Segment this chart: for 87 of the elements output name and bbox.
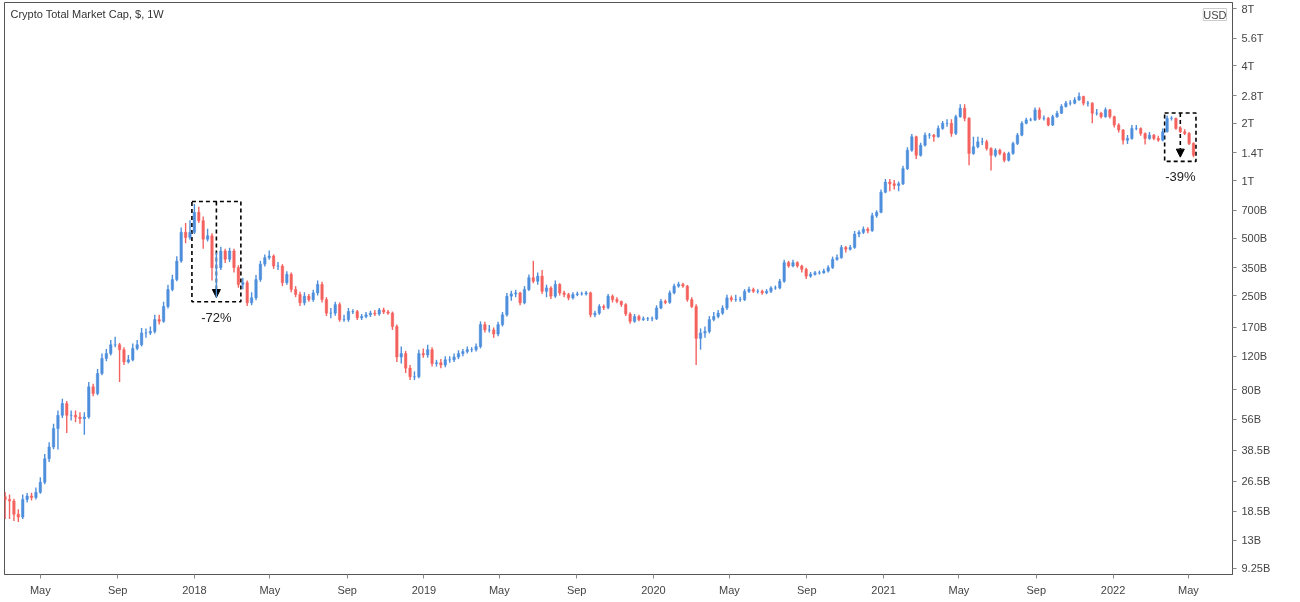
- candlestick: [611, 293, 615, 304]
- y-tick-label: 1.4T: [1241, 146, 1264, 159]
- candlestick: [241, 277, 245, 290]
- y-tick-label: 80B: [1241, 383, 1262, 396]
- candlestick: [8, 493, 12, 520]
- annotation: -72%: [201, 309, 233, 325]
- candlestick: [201, 215, 205, 250]
- candlestick: [1090, 101, 1094, 125]
- y-tick-label: 4T: [1241, 59, 1255, 72]
- candlestick: [219, 246, 223, 271]
- candlestick: [192, 203, 196, 235]
- candlestick: [430, 346, 434, 368]
- candlestick: [69, 409, 73, 422]
- candlestick: [1042, 114, 1046, 122]
- y-tick-label: 18.5B: [1241, 505, 1271, 518]
- text: Crypto Total Market Cap, $, 1W: [10, 7, 165, 20]
- y-tick-label: 13B: [1241, 534, 1262, 547]
- candlestick: [1148, 131, 1151, 141]
- x-tick-label: Sep: [107, 583, 128, 596]
- x-tick-label: Sep: [1026, 583, 1047, 596]
- candlestick: [118, 342, 122, 383]
- candlestick: [338, 301, 342, 323]
- candlestick: [351, 308, 355, 315]
- candlestick: [280, 263, 284, 287]
- y-tick-label: 5.6T: [1241, 32, 1264, 45]
- y-tick-label: 2T: [1241, 117, 1255, 130]
- y-tick-label: 2.8T: [1241, 89, 1264, 102]
- y-tick-label: 170B: [1241, 321, 1268, 334]
- y-tick-label: 38.5B: [1241, 444, 1271, 457]
- candlestick: [245, 279, 249, 307]
- candlestick: [866, 226, 870, 235]
- candlestick: [1104, 106, 1107, 119]
- y-tick-label: 120B: [1241, 350, 1268, 363]
- x-tick-label: May: [719, 583, 741, 596]
- y-tick-label: 250B: [1241, 289, 1268, 302]
- candlestick: [12, 497, 16, 522]
- y-tick-label: 700B: [1241, 204, 1268, 217]
- candlestick: [633, 313, 637, 324]
- candlestick: [30, 492, 34, 502]
- candlestick: [342, 314, 346, 323]
- y-tick-label: 1T: [1241, 174, 1255, 187]
- x-tick-label: May: [948, 583, 970, 596]
- candlestick: [144, 327, 148, 339]
- x-tick-label: Sep: [566, 583, 587, 596]
- y-tick-label: 500B: [1241, 232, 1268, 245]
- candlestick: [1086, 100, 1090, 108]
- candlestick: [157, 314, 161, 326]
- candlestick: [932, 133, 936, 143]
- x-tick-label: 2022: [1100, 583, 1126, 596]
- x-tick-label: Sep: [337, 583, 357, 596]
- candlestick: [531, 260, 535, 284]
- candlestick: [329, 307, 333, 319]
- candlestick: [870, 211, 874, 233]
- x-tick-label: May: [29, 583, 52, 596]
- candlestick: [417, 348, 421, 379]
- candlestick: [78, 411, 82, 425]
- x-tick-label: 2020: [641, 583, 666, 596]
- candlestick: [738, 296, 742, 303]
- x-tick-label: May: [259, 583, 281, 596]
- candlestick: [184, 222, 188, 244]
- x-tick-label: May: [1178, 583, 1200, 596]
- y-axis-title: USD: [1203, 8, 1227, 21]
- annotation: -39%: [1165, 169, 1196, 185]
- x-tick-label: Sep: [797, 583, 817, 596]
- candlestick: [545, 283, 548, 298]
- candlestick: [699, 327, 703, 351]
- x-tick-label: 2018: [182, 583, 207, 596]
- candlestick: [65, 400, 69, 434]
- candlestick: [434, 359, 438, 368]
- candlestick: [945, 118, 949, 128]
- candlestick: [655, 304, 659, 321]
- y-tick-label: 9.25B: [1241, 562, 1271, 575]
- x-tick-label: 2021: [871, 583, 896, 596]
- x-tick-label: 2019: [411, 583, 437, 596]
- x-tick-label: May: [488, 583, 511, 596]
- candlestick: [4, 491, 7, 520]
- y-tick-label: 350B: [1241, 261, 1268, 274]
- candlestick: [276, 261, 280, 271]
- candlestick: [888, 178, 892, 193]
- candlestick: [540, 269, 544, 295]
- y-tick-label: 56B: [1241, 413, 1262, 426]
- y-tick-label: 26.5B: [1241, 475, 1271, 488]
- candlestick: [1082, 95, 1085, 107]
- candlestick: [21, 493, 25, 520]
- candlestick: [1037, 106, 1041, 121]
- candlestick: [589, 290, 592, 319]
- y-tick-label: 8T: [1241, 2, 1255, 15]
